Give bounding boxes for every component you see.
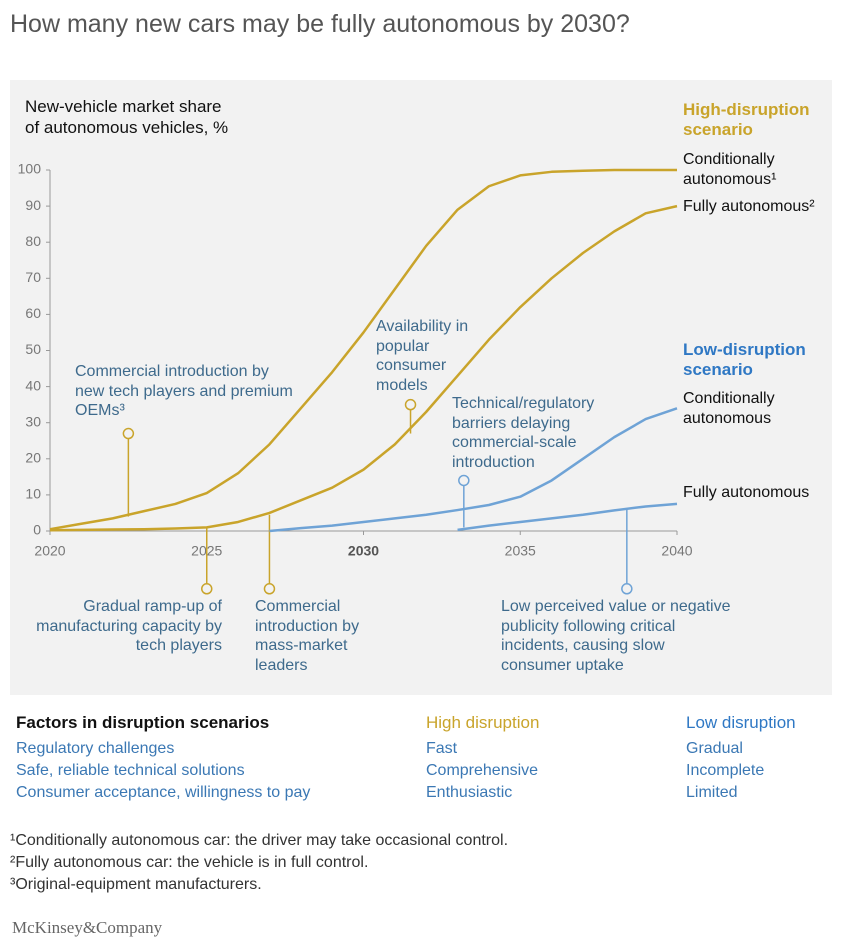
annotation-marker (458, 474, 470, 487)
line (49, 168, 677, 531)
factors-column: Low disruption (686, 713, 796, 732)
annotation-marker (404, 398, 417, 411)
factors-cell: Regulatory challenges (16, 740, 175, 757)
x-tick-label: 2020 (34, 543, 65, 559)
factors-cell: Safe, reliable technical solutions (16, 762, 245, 779)
legend-group: Low-disruption scenario (683, 340, 806, 379)
factors-cell: Enthusiastic (426, 784, 513, 801)
x-tick-label: 2030 (348, 543, 379, 559)
annotation-marker (263, 583, 276, 595)
annotation: Technical/regulatory barriers delaying c… (452, 395, 595, 471)
y-axis-label-line: New-vehicle market share (25, 97, 222, 116)
series-label: Fully autonomous (683, 484, 810, 501)
y-tick-label: 20 (25, 450, 41, 466)
line (457, 502, 678, 532)
x-tick-label: 2040 (661, 543, 692, 559)
factors-cell: Comprehensive (426, 762, 539, 779)
annotation: Commercial introduction by new tech play… (75, 363, 293, 419)
annotation: Availability in popular consumer models (376, 318, 469, 394)
factors-cell: Fast (426, 740, 458, 757)
y-tick-label: 90 (25, 197, 41, 213)
factors-title: Factors in disruption scenarios (16, 713, 270, 732)
annotation-marker (621, 583, 633, 595)
y-tick-label: 40 (25, 377, 41, 393)
factors-cell: Consumer acceptance, willingness to pay (16, 784, 311, 801)
annotation: Commercial introduction by mass-market l… (255, 598, 360, 674)
title: How many new cars may be fully autonomou… (10, 10, 630, 38)
y-tick-label: 100 (18, 161, 42, 177)
y-tick-label: 50 (25, 341, 41, 357)
chart-panel (10, 80, 832, 695)
legend-group: High-disruption scenario (683, 100, 810, 139)
y-tick-label: 80 (25, 233, 41, 249)
factors-cell: Incomplete (686, 762, 765, 779)
y-tick-label: 60 (25, 305, 41, 321)
footnote: ¹Conditionally autonomous car: the drive… (10, 832, 509, 849)
line (49, 204, 678, 532)
factors-cell: Limited (686, 784, 738, 801)
y-tick-label: 70 (25, 269, 41, 285)
y-axis-label: New-vehicle market share of autonomous v… (25, 96, 228, 138)
series-label: Fully autonomous² (683, 198, 815, 215)
y-tick-label: 0 (33, 522, 41, 538)
x-tick-label: 2035 (505, 543, 536, 559)
annotation-marker (122, 427, 135, 440)
factors-column: High disruption (426, 713, 540, 732)
footnote: ²Fully autonomous car: the vehicle is in… (10, 854, 369, 871)
annotation: Low perceived value or negative publicit… (501, 598, 731, 674)
line (269, 407, 678, 533)
annotation: Gradual ramp-up of manufacturing capacit… (36, 598, 222, 654)
series-label: Conditionally autonomous¹ (683, 151, 777, 188)
footnote: ³Original-equipment manufacturers. (10, 876, 262, 893)
y-axis-label-line: of autonomous vehicles, % (25, 118, 229, 137)
y-tick-label: 10 (25, 486, 41, 502)
source: McKinsey&Company (12, 918, 163, 937)
y-tick-label: 30 (25, 413, 41, 429)
annotation-marker (201, 583, 213, 595)
series-label: Conditionally autonomous (683, 390, 775, 427)
factors-cell: Gradual (686, 740, 743, 757)
